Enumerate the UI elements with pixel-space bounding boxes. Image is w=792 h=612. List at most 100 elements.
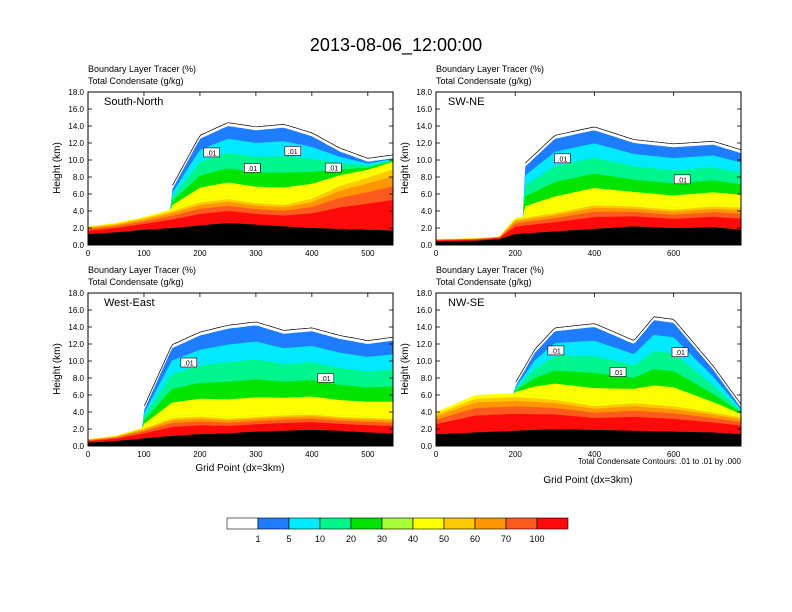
contour-label: .01 (547, 345, 565, 355)
y-tick-label: 12.0 (68, 340, 84, 349)
x-tick-label: 400 (588, 450, 602, 459)
y-tick-label: 12.0 (416, 139, 432, 148)
y-tick-label: 4.0 (73, 207, 85, 216)
colorbar: 1 5 10 20 30 40 50 60 70 100 (226, 517, 569, 544)
contour-label: .01 (317, 373, 335, 383)
station-marker (586, 435, 595, 443)
colorbar-label: 20 (346, 534, 356, 544)
y-tick-label: 2.0 (73, 224, 85, 233)
contour-label: .01 (609, 367, 627, 377)
condensate-contour (143, 321, 393, 407)
y-tick-label: 10.0 (416, 357, 432, 366)
y-tick-label: 4.0 (421, 408, 433, 417)
x-axis: 0 200 400 600 (434, 92, 681, 258)
cloud-band-40-50 (88, 161, 393, 227)
cloud-band-40-50 (88, 396, 393, 440)
contour-label: .01 (671, 347, 689, 357)
panel-title-line1: Boundary Layer Tracer (%) (436, 265, 544, 275)
station-marker (237, 234, 246, 242)
y-tick-label: 10.0 (416, 156, 432, 165)
terrain-fill (88, 223, 393, 245)
x-axis-label: Grid Point (dx=3km) (543, 475, 632, 486)
y-axis: 0.0 2.0 4.0 6.0 8.0 10.0 12.0 14.0 16.0 18.0 (416, 289, 741, 451)
contour-label-box (673, 174, 691, 185)
y-tick-label: 16.0 (68, 306, 84, 315)
plot-frame (435, 292, 742, 447)
y-tick-label: 0.0 (73, 442, 85, 451)
panel-title-line2: Total Condensate (g/kg) (436, 277, 532, 287)
y-tick-label: 0.0 (73, 241, 85, 250)
colorbar-swatch (474, 517, 507, 530)
plot-frame (87, 91, 394, 246)
colorbar-swatch (319, 517, 352, 530)
x-tick-label: 0 (86, 450, 91, 459)
contour-label-text: .01 (288, 149, 298, 156)
station-marker (237, 435, 246, 443)
contour-label: .01 (554, 153, 571, 163)
contour-label: .01 (324, 162, 342, 173)
y-tick-label: 10.0 (68, 357, 84, 366)
contour-label-box (284, 146, 302, 156)
colorbar-swatch (412, 517, 445, 530)
panel-label: West-East (104, 297, 155, 309)
plot-area: .01 .01 (88, 321, 393, 446)
tracer-band-100 (88, 422, 393, 443)
contour-label-text: .01 (677, 177, 687, 184)
contour-note: Total Condensate Contours: .01 to .01 by… (578, 457, 742, 466)
tracer-band-100 (436, 413, 741, 435)
x-axis-label: Grid Point (dx=3km) (195, 463, 284, 474)
plot-area: .01 .01 .01 .01 (88, 122, 393, 245)
colorbar-swatch (443, 517, 476, 530)
panel-title-line1: Boundary Layer Tracer (%) (436, 64, 544, 74)
colorbar-swatch (505, 517, 538, 530)
x-axis: 0 100 200 300 400 500 (86, 92, 375, 258)
plot-frame (435, 91, 742, 246)
panel-south-north: Boundary Layer Tracer (%) Total Condensa… (52, 64, 394, 258)
y-tick-label: 8.0 (421, 173, 433, 182)
colorbar-label: 10 (315, 534, 325, 544)
y-tick-label: 14.0 (68, 122, 84, 131)
contour-label-text: .01 (613, 370, 623, 377)
contour-label: .01 (203, 147, 220, 158)
y-tick-label: 12.0 (416, 340, 432, 349)
contour-label-box (244, 163, 261, 173)
y-tick-label: 18.0 (416, 289, 432, 298)
colorbar-swatch (288, 517, 321, 530)
y-tick-label: 12.0 (68, 139, 84, 148)
panel-title-line1: Boundary Layer Tracer (%) (88, 265, 196, 275)
panel-nw-se: Boundary Layer Tracer (%) Total Condensa… (400, 265, 742, 486)
x-tick-label: 400 (588, 249, 602, 258)
tracer-band-100 (88, 199, 393, 234)
x-tick-label: 300 (249, 249, 263, 258)
contour-label-text: .01 (321, 376, 331, 383)
x-tick-label: 600 (667, 249, 681, 258)
panel-label: South-North (104, 96, 163, 108)
panel-label: SW-NE (448, 96, 484, 108)
y-axis: 0.0 2.0 4.0 6.0 8.0 10.0 12.0 14.0 16.0 18.0 (68, 289, 393, 451)
condensate-contour (524, 126, 741, 164)
x-tick-label: 500 (361, 249, 375, 258)
x-axis: 0 100 200 300 400 500 (86, 293, 375, 459)
contour-label: .01 (673, 174, 691, 185)
contour-label-box (324, 162, 342, 173)
contour-label-text: .01 (184, 361, 194, 368)
plot-area: .01 .01 (436, 126, 741, 245)
colorbar-swatch (381, 517, 414, 530)
cloud-band-20-30 (436, 173, 741, 240)
y-tick-label: 2.0 (73, 425, 85, 434)
x-tick-label: 200 (193, 450, 207, 459)
contour-label: .01 (180, 357, 198, 368)
x-tick-label: 0 (86, 249, 91, 258)
condensate-contour (172, 122, 393, 186)
colorbar-swatch (257, 517, 290, 530)
y-tick-label: 2.0 (421, 224, 433, 233)
contour-label-box (317, 373, 335, 383)
contour-label-box (203, 147, 220, 158)
y-tick-label: 4.0 (421, 207, 433, 216)
panel-west-east: Boundary Layer Tracer (%) Total Condensa… (52, 265, 394, 474)
contour-label-box (180, 357, 198, 368)
colorbar-label: 100 (529, 534, 544, 544)
x-tick-label: 100 (137, 249, 151, 258)
colorbar-swatch (226, 517, 259, 530)
